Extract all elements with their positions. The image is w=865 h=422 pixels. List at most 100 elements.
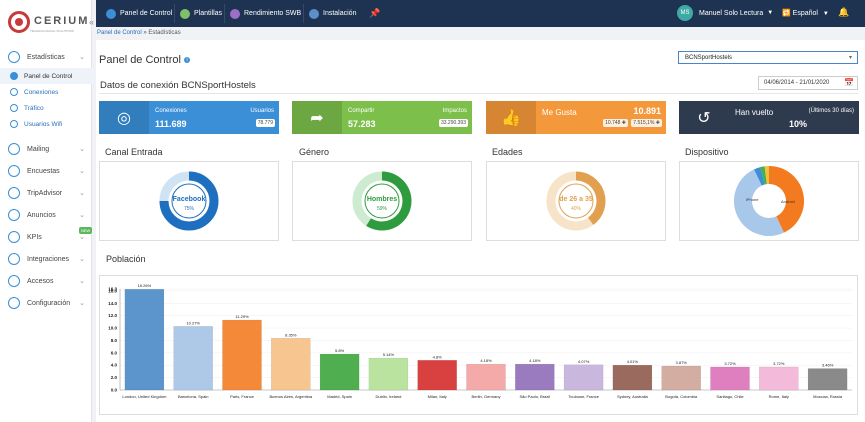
population-bar-chart: 0.0 2.0 4.0 6.0 8.0 10.0 12.0 14.0 16.016.3 16.26… [108,283,852,399]
sidebar-item-tripadvisor[interactable]: TripAdvisor ⌄ [0,182,92,204]
bar-rome-italy[interactable] [759,366,799,391]
section-title-canal: Canal Entrada [105,147,163,157]
chevron-down-icon: ▾ [848,55,852,61]
date-range-field[interactable]: 04/06/2014 - 21/01/2020 📅 [758,76,858,90]
donut-panel-1: Hombres 59% [292,161,472,241]
stat-card-me-gusta[interactable]: 👍 Me Gusta 10.891 10.748 ✚ 7.515,1% ✚ [486,101,666,134]
page-title: Panel de Control i [99,54,191,66]
bar-bogota-colombia[interactable] [661,365,701,391]
collapse-sidebar-icon[interactable]: « [89,17,95,27]
x-tick-label: Paris, France [230,394,255,399]
bar-sydney-australia[interactable] [612,364,653,391]
bar-berlin-germany[interactable] [466,363,506,391]
sidebar-item-label: Accesos [27,277,54,285]
section-title-dispositivo: Dispositivo [685,147,729,157]
bar-moscow-russia[interactable] [807,368,848,391]
stat-label: Conexiones [155,108,187,114]
sidebar-item-anuncios[interactable]: Anuncios ⌄ [0,204,92,226]
sidebar-item-encuestas[interactable]: Encuestas ⌄ [0,160,92,182]
topnav-rendimiento-swb[interactable]: Rendimiento SWB [230,0,301,27]
x-tick-label: Dublin, Ireland [376,394,402,399]
stat-card-compartir[interactable]: ➦ Compartir 57.283 Impactos 33.290.393 [292,101,472,134]
dashboard-icon [106,8,116,19]
logo-text-block: CERIUM TECHNOLOGICAL SOLUTIONS [30,11,90,34]
bar-london-united-kingdom[interactable] [124,289,165,391]
x-tick-label: Moscow, Russia [813,394,843,399]
sidebar-item-label: Encuestas [27,167,60,175]
brand-tagline: TECHNOLOGICAL SOLUTIONS [30,29,74,33]
calendar-icon[interactable]: 📅 [844,78,854,87]
section-title-edades: Edades [492,147,523,157]
bar-dublin-ireland[interactable] [368,357,409,391]
population-chart-panel: 0.0 2.0 4.0 6.0 8.0 10.0 12.0 14.0 16.0 16.3 16.26… [99,275,858,415]
stat-card-conexiones[interactable]: ◎ Conexiones 111.689 Usuarios 78.779 [99,101,279,134]
chevron-down-icon: ⌄ [79,300,85,307]
x-tick-label: São Paulo, Brazil [519,394,550,399]
sidebar-subitem-panel-de-control[interactable]: Panel de Control [0,68,92,84]
info-icon[interactable]: i [184,57,191,64]
donut-chart: Facebook 75% [159,171,219,231]
topnav-panel-de-control[interactable]: Panel de Control [106,0,172,27]
y-tick-label: 6.0 [111,350,118,355]
bar-santiago-chile[interactable] [710,366,750,391]
logo[interactable]: CERIUM TECHNOLOGICAL SOLUTIONS [8,11,89,33]
sidebar-subitem-usuarios-wifi[interactable]: Usuarios Wifi [0,116,92,132]
bar-barcelona-spain[interactable] [173,326,213,391]
user-menu[interactable]: MS Manuel Solo Lectura ▼ [677,5,773,21]
hotspot-select[interactable]: BCNSportHostels ▾ [678,51,858,64]
chevron-down-icon: ⌄ [79,146,85,153]
kpi-icon [8,231,20,243]
topnav-instalacion[interactable]: Instalación [309,0,356,27]
hotspot-select-value: BCNSportHostels [685,55,733,61]
bar-paris-france[interactable] [222,319,262,391]
device-slice [760,166,768,185]
device-label-iphone: iPhone [746,197,759,202]
pin-icon[interactable]: 📌 [369,8,381,18]
topnav-plantillas[interactable]: Plantillas [180,0,222,27]
donut-label: Hombres [367,196,397,203]
sidebar-subitem-label: Panel de Control [24,72,73,80]
bullet-icon [10,120,18,128]
bullet-icon [10,104,18,112]
bar-sao-paulo-brazil[interactable] [515,363,555,391]
sidebar-subitem-conexiones[interactable]: Conexiones [0,84,92,100]
stat-secondary-badge: 33.290.393 [438,119,468,127]
stat-card-han-vuelto[interactable]: ↺ Han vuelto 10% (Últimos 30 días) [679,101,859,134]
y-tick-label: 2.0 [111,375,118,380]
topnav-label: Plantillas [194,10,223,17]
topnav-label: Panel de Control [120,10,173,17]
device-label-android: Android [781,199,795,204]
donut-center [171,183,207,219]
bar-value-label: 4.18% [529,358,541,363]
sidebar-item-label: Integraciones [27,255,70,263]
bar-value-label: 5.14% [383,352,395,357]
bar-madrid-spain[interactable] [319,353,360,391]
brand-name: CERIUM [34,15,90,27]
breadcrumb-link[interactable]: Panel de Control [97,30,142,36]
breadcrumb: Panel de Control » Estadísticas [97,30,181,36]
bar-value-label: 10.27% [186,320,200,325]
sidebar-item-configuracion[interactable]: Configuración ⌄ [0,292,92,314]
plug-icon [8,253,20,265]
y-tick-label: 14.0 [108,301,117,306]
x-tick-label: Rome, Italy [769,394,789,399]
bar-value-label: 16.26% [138,283,152,288]
sidebar-item-integraciones[interactable]: Integraciones ⌄ [0,248,92,270]
sidebar-item-accesos[interactable]: Accesos ⌄ [0,270,92,292]
topnav-divider [224,4,225,23]
sidebar-subitem-label: Conexiones [24,88,59,96]
thumbs-up-icon: 👍 [486,101,536,134]
x-tick-label: Toulouse, France [568,394,599,399]
stat-label: Han vuelto [735,108,774,117]
y-tick-label: 16.0 [108,288,117,293]
sidebar-subitem-trafico[interactable]: Tráfico [0,100,92,116]
notifications-bell-icon[interactable]: 🔔 [838,7,850,17]
bar-milan-italy[interactable] [417,360,457,391]
sidebar-item-mailing[interactable]: Mailing ⌄ [0,138,92,160]
bar-value-label: 4.07% [578,359,590,364]
bar-buenos-aires-argentina[interactable] [271,338,311,391]
language-menu[interactable]: 🔁 Español ▼ [782,9,829,17]
bar-toulouse-france[interactable] [563,364,604,391]
sidebar-item-kpis[interactable]: KPIs ⌄ [0,226,92,248]
sidebar-item-estadisticas[interactable]: Estadísticas ⌄ [0,46,92,68]
